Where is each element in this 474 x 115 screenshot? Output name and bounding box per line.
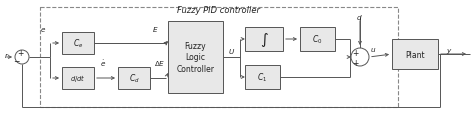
Text: $U$: $U$ — [228, 47, 235, 56]
Text: $d$: $d$ — [356, 13, 363, 22]
Text: +: + — [352, 58, 358, 67]
Text: $C_0$: $C_0$ — [312, 33, 323, 46]
Text: $y$: $y$ — [446, 47, 453, 56]
Text: −: − — [13, 57, 19, 66]
Text: +: + — [352, 49, 358, 58]
Text: $C_1$: $C_1$ — [257, 71, 268, 83]
Text: $C_e$: $C_e$ — [73, 37, 83, 50]
Text: $r$: $r$ — [4, 50, 9, 59]
Text: $C_d$: $C_d$ — [128, 72, 139, 85]
Text: Fuzzy PID controller: Fuzzy PID controller — [177, 6, 261, 15]
Text: Fuzzy
Logic
Controller: Fuzzy Logic Controller — [176, 42, 215, 73]
FancyBboxPatch shape — [168, 22, 223, 93]
FancyBboxPatch shape — [392, 40, 438, 69]
Text: $d/dt$: $d/dt$ — [70, 73, 86, 84]
Text: $\dot{e}$: $\dot{e}$ — [100, 58, 106, 69]
Text: $u$: $u$ — [370, 46, 376, 54]
Text: Plant: Plant — [405, 50, 425, 59]
FancyBboxPatch shape — [118, 67, 150, 89]
Text: $E$: $E$ — [152, 25, 159, 34]
Circle shape — [15, 51, 29, 64]
FancyBboxPatch shape — [245, 28, 283, 52]
Text: $\int$: $\int$ — [260, 31, 268, 49]
FancyBboxPatch shape — [62, 67, 94, 89]
FancyBboxPatch shape — [300, 28, 335, 52]
Circle shape — [351, 49, 369, 66]
Text: $e$: $e$ — [40, 26, 46, 34]
Text: +: + — [17, 49, 23, 58]
FancyBboxPatch shape — [62, 33, 94, 55]
FancyBboxPatch shape — [245, 65, 280, 89]
Text: $\Delta E$: $\Delta E$ — [154, 59, 165, 68]
